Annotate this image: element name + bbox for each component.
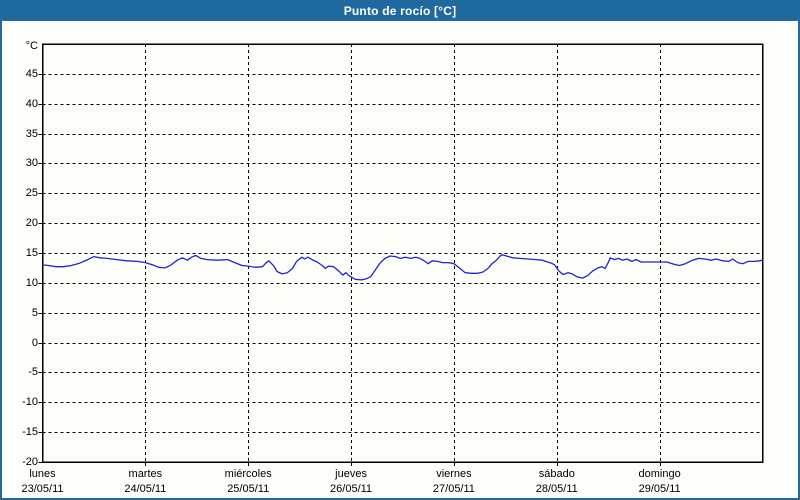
title-bar: Punto de rocío [°C] xyxy=(2,2,798,21)
y-axis-tick-label: 30 xyxy=(25,157,38,170)
y-axis-tick-label: 25 xyxy=(25,187,38,200)
x-axis-day-label: domingo 29/05/11 xyxy=(612,467,708,497)
x-axis-day-label: martes 24/05/11 xyxy=(97,467,193,497)
y-axis-unit-label: °C xyxy=(25,40,38,52)
y-axis-tick-label: -20 xyxy=(22,456,38,468)
day-date: 23/05/11 xyxy=(21,483,64,495)
x-axis-day-label: jueves 26/05/11 xyxy=(303,467,399,497)
day-name: jueves xyxy=(335,468,367,480)
x-axis-day-label: viernes 27/05/11 xyxy=(406,467,502,497)
y-axis-tick-label: -5 xyxy=(28,366,38,379)
day-date: 28/05/11 xyxy=(535,483,578,495)
y-axis-tick-label: 0 xyxy=(31,336,38,349)
y-axis-tick-label: 15 xyxy=(25,247,38,259)
dewpoint-series-line xyxy=(41,254,764,281)
y-axis-tick-label: -15 xyxy=(22,426,38,439)
x-axis-day-label: lunes 23/05/11 xyxy=(2,467,91,497)
day-date: 29/05/11 xyxy=(638,483,681,495)
dewpoint-chart xyxy=(38,43,764,466)
y-axis-tick-label: 20 xyxy=(25,217,38,230)
day-name: martes xyxy=(128,468,163,480)
day-name: miércoles xyxy=(224,468,272,480)
day-date: 27/05/11 xyxy=(432,483,475,495)
y-axis-tick-label: 10 xyxy=(25,276,38,289)
x-axis-day-label: miércoles 25/05/11 xyxy=(200,467,296,497)
day-name: lunes xyxy=(29,468,56,480)
y-axis-tick-label: 40 xyxy=(25,97,38,110)
y-axis-tick-label: 45 xyxy=(25,67,38,80)
plot-frame xyxy=(41,43,764,463)
x-axis-day-label: sábado 28/05/11 xyxy=(509,467,605,497)
day-date: 24/05/11 xyxy=(124,483,167,495)
chart-area: °C 45 40 35 30 25 20 15 10 5 0 -5 -10 -15 -20 lunes 23/0… xyxy=(2,21,798,498)
day-date: 26/05/11 xyxy=(330,483,373,495)
y-axis-tick-label: 5 xyxy=(31,306,38,319)
y-axis-tick-label: 35 xyxy=(25,127,38,140)
page-title: Punto de rocío [°C] xyxy=(343,3,457,18)
day-name: sábado xyxy=(538,468,575,480)
y-axis-tick-label: -10 xyxy=(22,396,38,409)
day-date: 25/05/11 xyxy=(227,483,270,495)
day-name: domingo xyxy=(638,468,681,480)
day-name: viernes xyxy=(436,468,472,480)
